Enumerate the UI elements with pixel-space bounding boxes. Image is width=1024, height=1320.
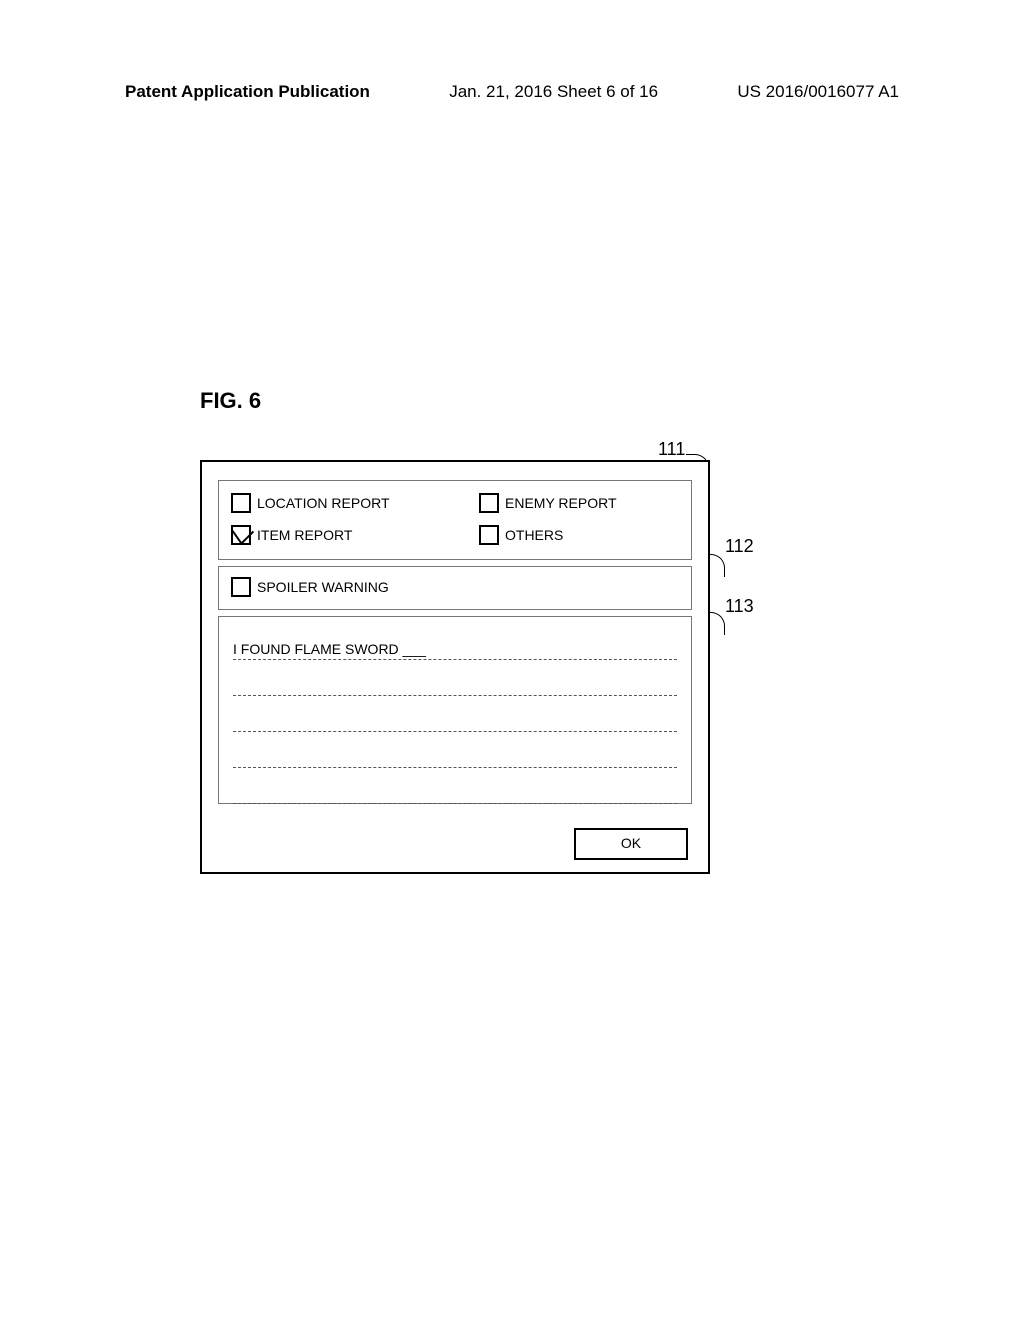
text-line-1[interactable]: I FOUND FLAME SWORD ___ — [233, 641, 677, 660]
text-line-4[interactable] — [233, 749, 677, 768]
page-header: Patent Application Publication Jan. 21, … — [0, 82, 1024, 102]
text-line-3[interactable] — [233, 713, 677, 732]
checkbox-icon — [479, 525, 499, 545]
callout-111: 111 — [658, 439, 685, 460]
ok-button[interactable]: OK — [574, 828, 688, 860]
checkbox-label: OTHERS — [505, 527, 563, 543]
spoiler-section: SPOILER WARNING — [218, 566, 692, 610]
dialog-box: LOCATION REPORT ENEMY REPORT ITEM REPORT… — [200, 460, 710, 874]
checkbox-location-report[interactable]: LOCATION REPORT — [231, 493, 390, 513]
checkbox-icon — [479, 493, 499, 513]
figure-label: FIG. 6 — [200, 388, 261, 414]
report-type-section: LOCATION REPORT ENEMY REPORT ITEM REPORT… — [218, 480, 692, 560]
checkbox-spoiler-warning[interactable]: SPOILER WARNING — [231, 577, 389, 597]
callout-112: 112 — [725, 536, 754, 557]
checkbox-label: ENEMY REPORT — [505, 495, 617, 511]
header-center: Jan. 21, 2016 Sheet 6 of 16 — [449, 82, 658, 102]
header-left: Patent Application Publication — [125, 82, 370, 102]
header-right: US 2016/0016077 A1 — [737, 82, 899, 102]
text-entry-section: I FOUND FLAME SWORD ___ — [218, 616, 692, 804]
text-line-5[interactable] — [233, 785, 677, 804]
checkbox-icon — [231, 493, 251, 513]
checkbox-label: ITEM REPORT — [257, 527, 352, 543]
checkbox-item-report[interactable]: ITEM REPORT — [231, 525, 352, 545]
checkbox-others[interactable]: OTHERS — [479, 525, 563, 545]
checkbox-enemy-report[interactable]: ENEMY REPORT — [479, 493, 617, 513]
checkbox-label: LOCATION REPORT — [257, 495, 390, 511]
checkbox-label: SPOILER WARNING — [257, 579, 389, 595]
checkbox-icon — [231, 525, 251, 545]
text-line-2[interactable] — [233, 677, 677, 696]
callout-113: 113 — [725, 596, 754, 617]
checkbox-icon — [231, 577, 251, 597]
